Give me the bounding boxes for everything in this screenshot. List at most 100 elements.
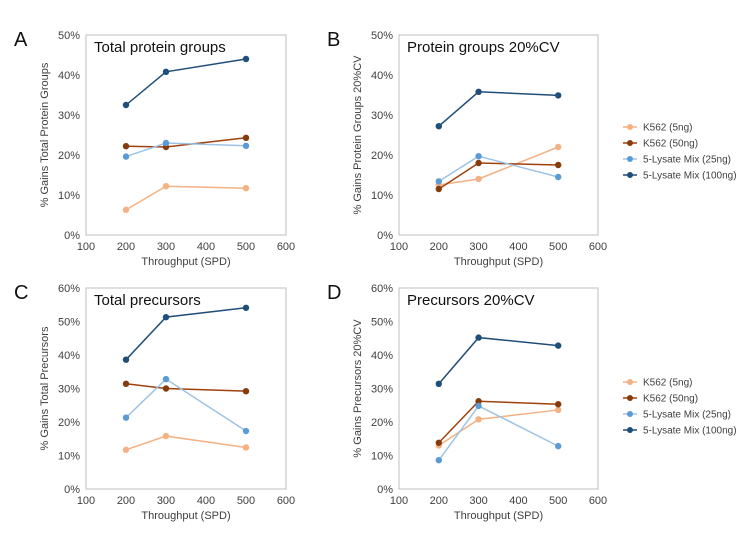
data-point bbox=[122, 143, 130, 150]
legend-label: 5-Lysate Mix (25ng) bbox=[643, 155, 731, 166]
y-axis-title: % Gains Total Protein Groups bbox=[39, 62, 51, 207]
y-tick-label: 30% bbox=[371, 384, 393, 396]
data-point bbox=[162, 183, 170, 190]
chart-title: Total protein groups bbox=[94, 39, 226, 56]
legend-swatch-marker bbox=[627, 172, 633, 178]
data-point bbox=[475, 416, 482, 423]
panel-letter: D bbox=[327, 282, 341, 304]
chart-panel-b: B Protein groups 20%CV 0% 10% 20% 30% 40% 50% 10… bbox=[327, 29, 607, 268]
series-k562-5ng bbox=[435, 406, 562, 449]
y-tick-label: 20% bbox=[371, 417, 393, 429]
x-tick-label: 400 bbox=[509, 241, 527, 253]
y-tick-label: 40% bbox=[58, 350, 80, 362]
panel-letter: B bbox=[327, 29, 340, 51]
x-tick-label: 500 bbox=[549, 241, 567, 253]
series-k562-5ng bbox=[435, 143, 562, 189]
data-point bbox=[475, 175, 482, 183]
y-axis-title: % Gains Precursors 20%CV bbox=[352, 319, 364, 458]
y-axis-title: % Gains Total Precursors bbox=[39, 326, 51, 450]
legend-label: K562 (50ng) bbox=[643, 139, 698, 150]
series-5-lysate-mix-25ng bbox=[435, 153, 562, 185]
series-k562-50ng bbox=[435, 398, 562, 446]
x-tick-label: 400 bbox=[509, 495, 527, 507]
y-tick-label: 0% bbox=[64, 484, 80, 496]
data-point bbox=[242, 142, 250, 149]
legend-swatch-marker bbox=[627, 427, 633, 433]
legend-entry-k562-50ng: K562 (50ng) bbox=[623, 139, 698, 150]
plot-area-frame bbox=[398, 287, 599, 490]
x-tick-label: 600 bbox=[277, 495, 295, 507]
x-tick-label: 600 bbox=[589, 495, 607, 507]
y-tick-label: 50% bbox=[371, 317, 393, 329]
series-5-lysate-mix-100ng bbox=[435, 88, 562, 130]
y-axis-title: % Gains Protein Groups 20%CV bbox=[352, 55, 364, 215]
x-tick-label: 100 bbox=[77, 495, 95, 507]
data-point bbox=[122, 206, 130, 213]
y-tick-label: 0% bbox=[377, 484, 393, 496]
legend-label: 5-Lysate Mix (100ng) bbox=[643, 426, 737, 437]
series-5-lysate-mix-100ng bbox=[122, 304, 250, 363]
legend-label: K562 (5ng) bbox=[643, 123, 692, 134]
data-point bbox=[122, 446, 130, 454]
series-line bbox=[438, 91, 559, 127]
y-tick-label: 10% bbox=[58, 190, 80, 202]
data-point bbox=[435, 185, 442, 193]
x-axis-title: Throughput (SPD) bbox=[141, 510, 230, 522]
x-tick-label: 300 bbox=[157, 241, 175, 253]
y-tick-label: 50% bbox=[58, 317, 80, 329]
y-tick-label: 0% bbox=[377, 230, 393, 242]
y-tick-label: 40% bbox=[58, 70, 80, 82]
data-point bbox=[162, 432, 170, 440]
plot-area-frame bbox=[398, 34, 599, 236]
chart-title: Total precursors bbox=[94, 292, 201, 309]
y-tick-label: 0% bbox=[64, 230, 80, 242]
x-tick-label: 200 bbox=[117, 241, 135, 253]
series-5-lysate-mix-100ng bbox=[435, 334, 562, 388]
legend-entry-5-lysate-mix-25ng: 5-Lysate Mix (25ng) bbox=[623, 155, 731, 166]
y-tick-label: 10% bbox=[371, 190, 393, 202]
data-point bbox=[435, 439, 442, 446]
data-point bbox=[242, 55, 250, 63]
y-tick-label: 30% bbox=[58, 384, 80, 396]
data-point bbox=[242, 185, 250, 192]
x-tick-label: 300 bbox=[157, 495, 175, 507]
series-line bbox=[438, 162, 559, 190]
x-tick-label: 100 bbox=[390, 241, 408, 253]
y-tick-label: 20% bbox=[371, 150, 393, 162]
data-point bbox=[435, 123, 442, 130]
data-point bbox=[555, 173, 562, 181]
y-tick-label: 30% bbox=[58, 110, 80, 122]
y-tick-label: 10% bbox=[371, 451, 393, 463]
y-tick-label: 50% bbox=[371, 30, 393, 42]
y-tick-label: 60% bbox=[371, 283, 393, 295]
series-line bbox=[125, 307, 247, 361]
legend-entry-5-lysate-mix-25ng: 5-Lysate Mix (25ng) bbox=[623, 410, 731, 421]
chart-panel-c: C Total precursors 0% 10% 20% 30% 40% 50% 60% 100… bbox=[14, 282, 295, 522]
data-point bbox=[435, 456, 442, 464]
x-tick-label: 300 bbox=[469, 241, 487, 253]
series-k562-5ng bbox=[122, 183, 250, 213]
legend-1: K562 (5ng) K562 (50ng) 5-Lysate Mix (25ng)… bbox=[623, 123, 737, 182]
data-point bbox=[122, 153, 130, 160]
panel-letter: C bbox=[14, 282, 28, 304]
y-tick-label: 40% bbox=[371, 70, 393, 82]
x-tick-label: 500 bbox=[549, 495, 567, 507]
x-tick-label: 100 bbox=[390, 495, 408, 507]
series-line bbox=[125, 378, 247, 432]
x-axis-title: Throughput (SPD) bbox=[454, 510, 543, 522]
legend-2: K562 (5ng) K562 (50ng) 5-Lysate Mix (25ng)… bbox=[623, 378, 737, 437]
data-point bbox=[242, 134, 250, 141]
x-tick-label: 200 bbox=[117, 495, 135, 507]
y-tick-label: 40% bbox=[371, 350, 393, 362]
data-point bbox=[242, 444, 250, 451]
series-line bbox=[438, 146, 559, 186]
data-point bbox=[162, 68, 170, 76]
plot-area-frame bbox=[85, 34, 287, 236]
legend-label: K562 (5ng) bbox=[643, 378, 692, 389]
x-axis-title: Throughput (SPD) bbox=[454, 256, 543, 268]
x-tick-label: 600 bbox=[589, 241, 607, 253]
data-point bbox=[242, 387, 250, 395]
legend-swatch-marker bbox=[627, 156, 633, 162]
data-point bbox=[122, 101, 130, 109]
